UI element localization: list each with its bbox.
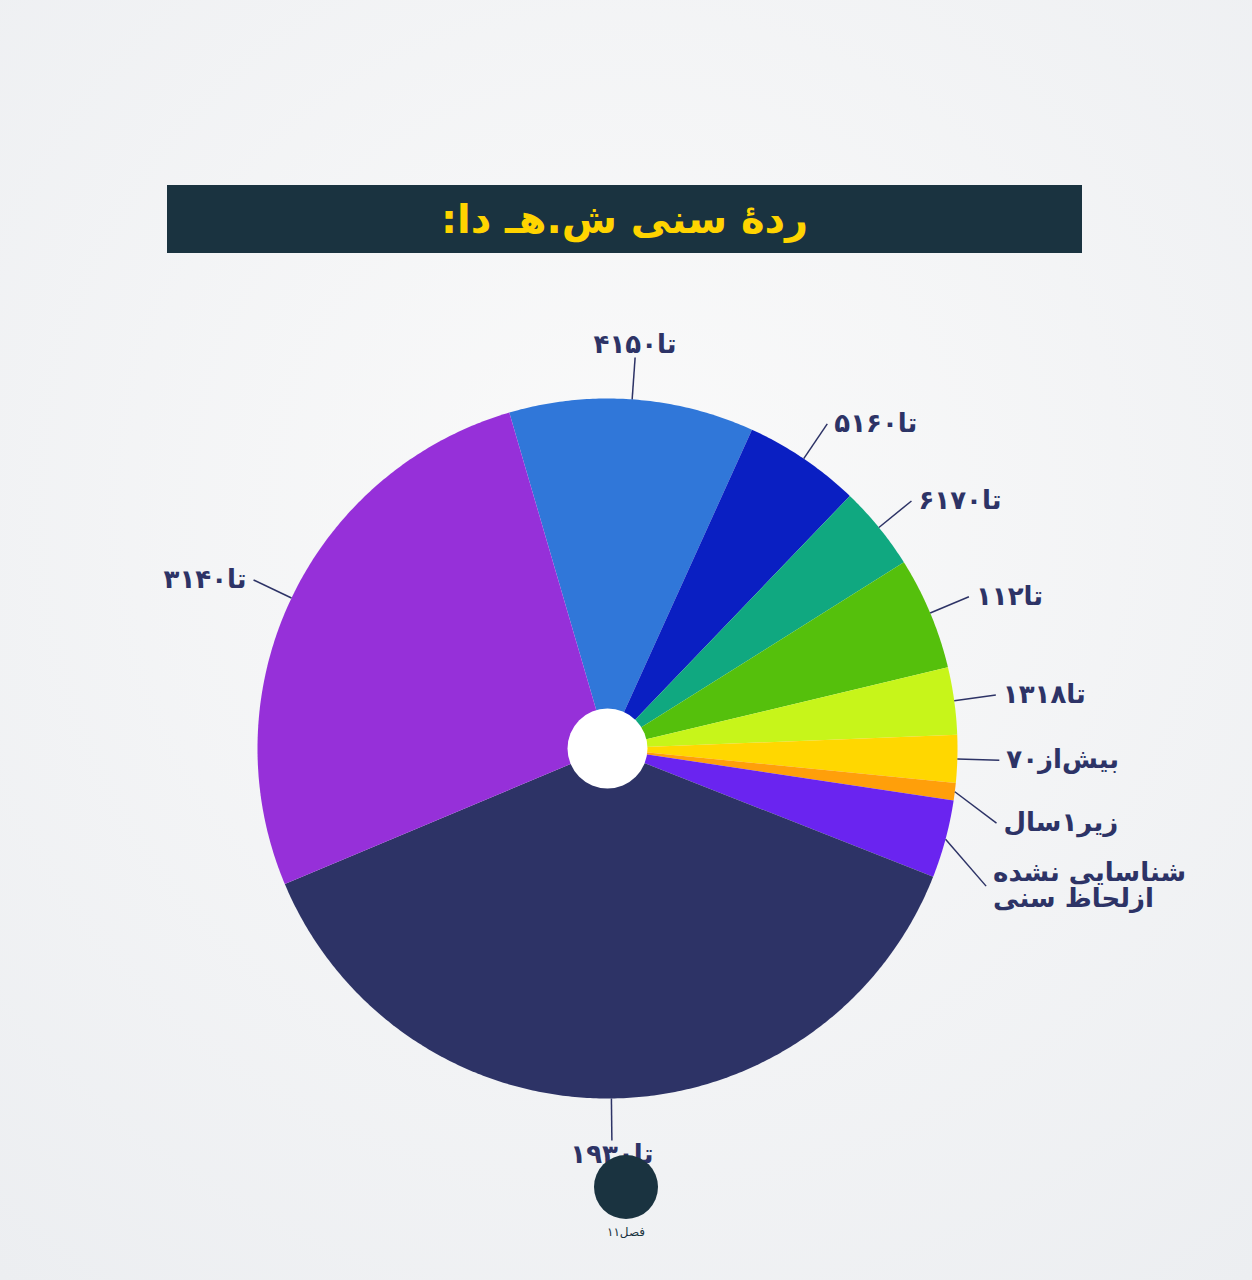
svg-text:۴۱تا۵۰: ۴۱تا۵۰ — [594, 329, 677, 359]
svg-text:شناسایی نشدهازلحاظ سنی: شناسایی نشدهازلحاظ سنی — [993, 857, 1186, 913]
html-text:ردهٔ سنی ش.هـ دا:: ردهٔ سنی ش.هـ دا: — [441, 196, 809, 242]
svg-text:۱تا۱۲: ۱تا۱۲ — [976, 581, 1043, 611]
svg-text:۳۱تا۴۰: ۳۱تا۴۰ — [164, 564, 247, 594]
svg-text:۵۱تا۶۰: ۵۱تا۶۰ — [834, 408, 917, 438]
svg-text:۱۳تا۱۸: ۱۳تا۱۸ — [1003, 679, 1086, 709]
svg-text:۶۱تا۷۰: ۶۱تا۷۰ — [918, 485, 1001, 515]
html-text:فصل۱۱: فصل۱۱ — [606, 1225, 646, 1239]
svg-text:۱۹تا۳۰: ۱۹تا۳۰ — [570, 1138, 654, 1169]
svg-text:زیر۱سال: زیر۱سال — [1003, 807, 1118, 838]
svg-text:بیش‌از۷۰: بیش‌از۷۰ — [1006, 744, 1119, 774]
